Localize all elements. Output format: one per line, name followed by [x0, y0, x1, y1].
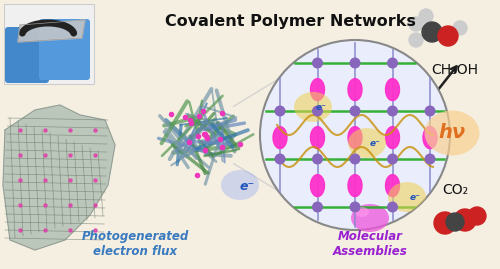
Circle shape: [434, 212, 456, 234]
Circle shape: [454, 209, 476, 231]
Circle shape: [453, 21, 467, 35]
Circle shape: [409, 33, 423, 47]
Ellipse shape: [221, 170, 259, 200]
Circle shape: [387, 58, 398, 69]
Ellipse shape: [355, 207, 369, 217]
Text: e⁻: e⁻: [410, 193, 420, 201]
Circle shape: [387, 201, 398, 213]
Polygon shape: [348, 175, 362, 197]
FancyBboxPatch shape: [5, 27, 49, 83]
Text: Covalent Polymer Networks: Covalent Polymer Networks: [164, 14, 416, 29]
Text: CO₂: CO₂: [442, 183, 468, 197]
Circle shape: [312, 58, 323, 69]
Text: e⁻: e⁻: [370, 139, 380, 147]
FancyBboxPatch shape: [4, 4, 94, 84]
Circle shape: [387, 105, 398, 116]
Circle shape: [424, 105, 436, 116]
Circle shape: [260, 40, 450, 230]
Text: hν: hν: [438, 123, 466, 143]
Polygon shape: [3, 105, 115, 250]
Polygon shape: [348, 79, 362, 101]
Polygon shape: [310, 79, 324, 101]
Circle shape: [312, 105, 323, 116]
FancyBboxPatch shape: [39, 19, 90, 80]
Circle shape: [446, 213, 464, 231]
Polygon shape: [423, 127, 437, 148]
Ellipse shape: [348, 128, 386, 158]
Polygon shape: [386, 79, 400, 101]
Circle shape: [424, 154, 436, 165]
Circle shape: [409, 17, 423, 31]
Ellipse shape: [388, 182, 426, 212]
Circle shape: [312, 154, 323, 165]
Circle shape: [422, 22, 442, 42]
Text: Photogenerated
electron flux: Photogenerated electron flux: [82, 230, 188, 258]
Circle shape: [438, 26, 458, 46]
Text: e⁻: e⁻: [316, 102, 326, 111]
Circle shape: [350, 105, 360, 116]
Polygon shape: [386, 175, 400, 197]
Ellipse shape: [294, 92, 332, 122]
Ellipse shape: [351, 204, 389, 232]
Polygon shape: [348, 127, 362, 148]
Circle shape: [274, 154, 285, 165]
Ellipse shape: [424, 111, 480, 155]
Circle shape: [350, 201, 360, 213]
Polygon shape: [310, 127, 324, 148]
Polygon shape: [273, 127, 287, 148]
Polygon shape: [386, 127, 400, 148]
Polygon shape: [18, 20, 85, 42]
Circle shape: [312, 201, 323, 213]
Circle shape: [350, 58, 360, 69]
Text: e⁻: e⁻: [240, 180, 254, 193]
Text: CH₃OH: CH₃OH: [432, 63, 478, 77]
Circle shape: [350, 154, 360, 165]
Circle shape: [274, 105, 285, 116]
Circle shape: [468, 207, 486, 225]
Polygon shape: [310, 175, 324, 197]
Text: Molecular
Assemblies: Molecular Assemblies: [332, 230, 407, 258]
Circle shape: [387, 154, 398, 165]
Circle shape: [419, 9, 433, 23]
